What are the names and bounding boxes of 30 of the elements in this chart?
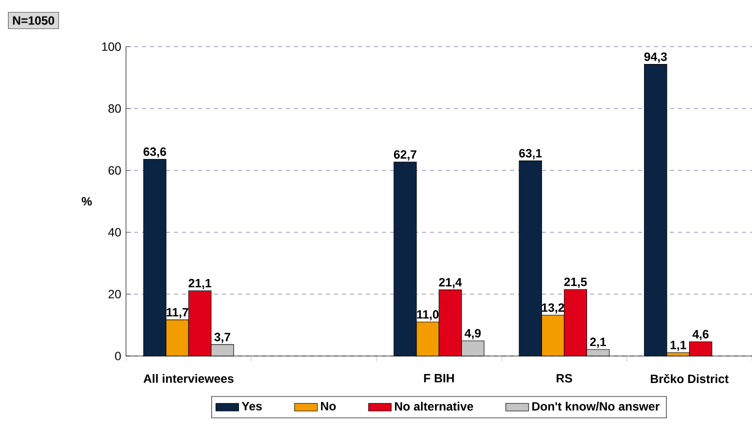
y-tick-label: 80 — [108, 104, 121, 113]
legend-label: Don't know/No answer — [532, 402, 660, 411]
legend-label: No alternative — [394, 402, 474, 411]
data-label: 1,1 — [670, 340, 686, 351]
y-tick-label: 100 — [102, 42, 121, 51]
data-label: 4,6 — [692, 330, 709, 340]
data-label: 11,0 — [417, 310, 439, 320]
data-label: 21,1 — [188, 278, 212, 290]
legend-label: No — [321, 402, 336, 410]
data-label: 63,1 — [519, 148, 542, 160]
data-label: 4,9 — [464, 329, 481, 340]
y-tick-label: 60 — [108, 166, 121, 175]
y-axis-title: % — [82, 197, 92, 206]
data-label: 62,7 — [394, 150, 416, 160]
x-tick-label: All interviewees — [144, 374, 234, 383]
data-label: 63,6 — [144, 147, 166, 158]
data-label: 2,1 — [590, 338, 606, 348]
data-label: 21,4 — [439, 278, 462, 288]
y-tick-label: 20 — [108, 290, 121, 298]
legend-label: Yes — [242, 402, 262, 410]
x-tick-label: RS — [556, 374, 572, 383]
data-label: 3,7 — [214, 332, 230, 343]
x-tick-label: F BIH — [424, 374, 454, 382]
x-tick-label: Brčko District — [650, 374, 729, 384]
data-label: 21,5 — [564, 278, 587, 288]
text: N=1050 — [13, 16, 54, 25]
y-tick-label: 40 — [108, 228, 121, 237]
y-tick-label: 0 — [115, 352, 121, 360]
data-label: 94,3 — [644, 52, 667, 63]
data-label: 11,7 — [166, 308, 188, 318]
